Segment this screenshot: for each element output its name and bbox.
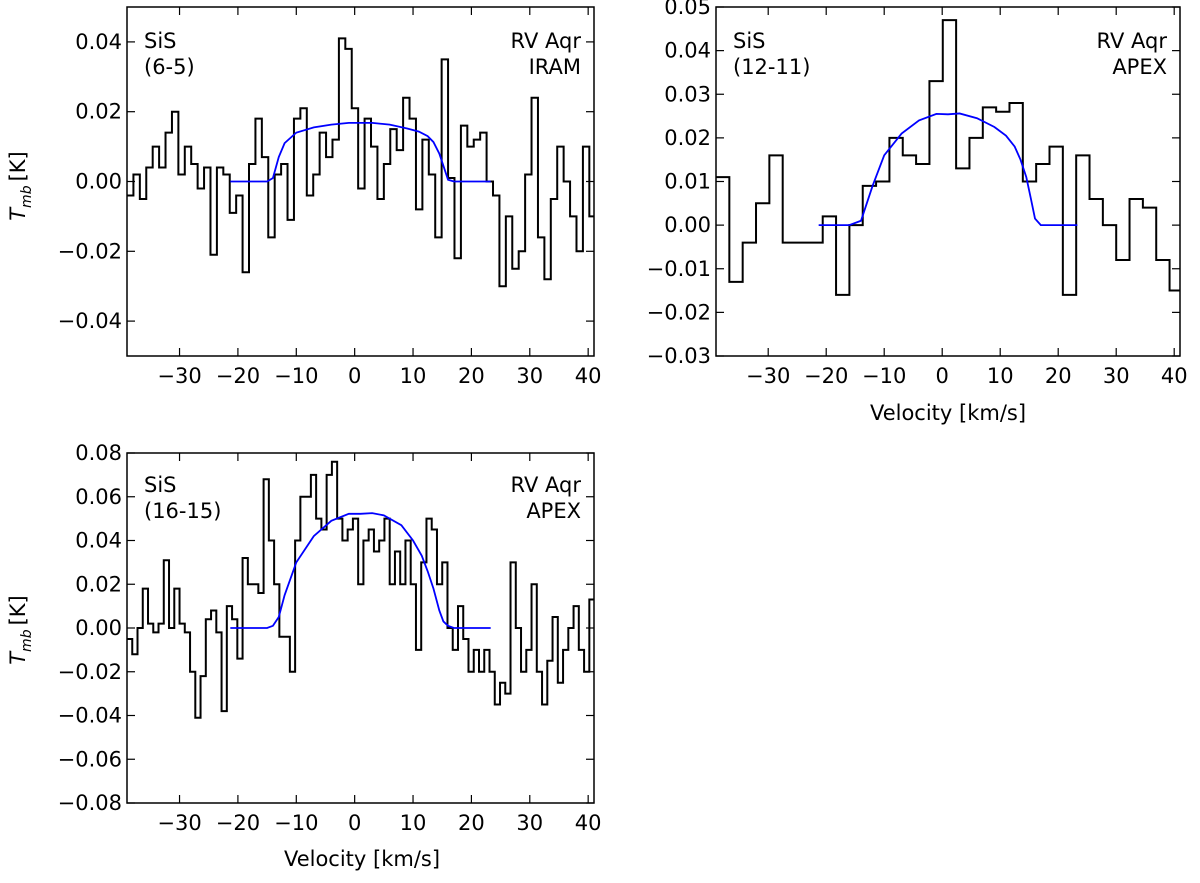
panel-0-ytick-label: 0.00 — [75, 170, 122, 194]
panel-2-y-axis-title: Tmb [K] — [6, 595, 35, 665]
panel-0-xtick-label: −20 — [216, 364, 260, 388]
panel-0-ylabel-subscript: mb — [19, 185, 35, 208]
panel-2-xtick-label: −30 — [157, 811, 201, 835]
panel-0-transition-label: (6-5) — [144, 55, 195, 79]
panel-1-ytick-label: 0.04 — [664, 39, 711, 63]
panel-2-ylabel-unit: [K] — [6, 595, 30, 625]
panel-1-xtick-label: −20 — [804, 364, 848, 388]
panel-1-spectrum-line — [716, 19, 1180, 296]
panel-0-plot-content — [127, 37, 594, 288]
panel-1-ytick-label: 0.05 — [664, 0, 711, 19]
panel-0-xtick-label: −30 — [157, 364, 201, 388]
panel-0-ytick-label: 0.02 — [75, 100, 122, 124]
panel-1-ytick-label: −0.02 — [647, 300, 711, 324]
panel-1-model-line — [818, 112, 1078, 227]
panel-0-spectrum-line — [127, 37, 594, 288]
panel-2-xtick-label: 30 — [516, 811, 543, 835]
panel-2-xtick-label: 40 — [575, 811, 602, 835]
panel-1-telescope-label: APEX — [1112, 55, 1167, 79]
panel-2-series-model — [230, 512, 491, 629]
panel-0-xtick-label: 30 — [516, 364, 543, 388]
panel-2-ytick-label: −0.08 — [58, 791, 122, 815]
panel-0-ytick-label: −0.04 — [58, 309, 122, 333]
panel-0-ylabel-unit: [K] — [6, 151, 30, 181]
panel-0-telescope-label: IRAM — [529, 55, 581, 79]
panel-1-ytick-label: 0.02 — [664, 126, 711, 150]
panel-sis-6-5: −30 −20 −10 0 10 20 30 40 −0.04 −0.02 0.00 0.02 0.04… — [6, 6, 602, 388]
panel-0-source-label: RV Aqr — [511, 29, 582, 53]
panel-2-ytick-label: −0.06 — [58, 747, 122, 771]
panel-0-xtick-label: 10 — [400, 364, 427, 388]
panel-2-ytick-label: 0.02 — [75, 572, 122, 596]
panel-1-series-model — [818, 112, 1078, 227]
panel-1-plot-content — [716, 19, 1180, 296]
panel-0-xtick-label: 0 — [348, 364, 361, 388]
panel-1-molecule-label: SiS — [733, 29, 766, 53]
panel-1-plot-area — [716, 19, 1180, 296]
svg-text:Tmb[K]: Tmb [K] — [6, 151, 35, 221]
panel-2-transition-label: (16-15) — [144, 499, 221, 523]
panel-2-plot-area — [127, 460, 594, 719]
panel-2-xtick-label: −20 — [216, 811, 260, 835]
panel-1-xtick-label: 20 — [1045, 364, 1072, 388]
panel-0-plot-area — [127, 37, 594, 288]
panel-2-x-axis-title: Velocity [km/s] — [284, 847, 440, 871]
panel-2-telescope-label: APEX — [526, 499, 581, 523]
panel-2-ytick-label: 0.06 — [75, 485, 122, 509]
panel-1-xtick-label: 40 — [1161, 364, 1188, 388]
panel-0-series-observed — [127, 37, 594, 288]
panel-0-ylabel-symbol: T — [6, 206, 30, 221]
panel-1-x-axis-title: Velocity [km/s] — [870, 401, 1026, 425]
panel-1-ytick-label: −0.01 — [647, 257, 711, 281]
panel-2-ytick-label: 0.08 — [75, 441, 122, 465]
panel-2-ytick-label: 0.04 — [75, 529, 122, 553]
panel-sis-16-15: −30 −20 −10 0 10 20 30 40 −0.08 −0.06 −0.04 −0.02 0.… — [6, 441, 602, 871]
panel-1-xtick-label: 10 — [987, 364, 1014, 388]
panel-2-xtick-label: 10 — [400, 811, 427, 835]
panel-2-xtick-label: 20 — [458, 811, 485, 835]
panel-2-ytick-label: −0.02 — [58, 660, 122, 684]
svg-text:Tmb[K]: Tmb [K] — [6, 595, 35, 665]
panel-1-ytick-label: −0.03 — [647, 344, 711, 368]
panel-0-ytick-label: −0.02 — [58, 239, 122, 263]
panel-2-ylabel-symbol: T — [6, 650, 30, 665]
panel-2-ytick-label: 0.00 — [75, 616, 122, 640]
panel-2-ylabel-subscript: mb — [19, 629, 35, 652]
panel-2-molecule-label: SiS — [144, 473, 177, 497]
panel-2-model-line — [230, 512, 491, 629]
panel-0-y-axis-title: Tmb [K] — [6, 151, 35, 221]
panel-sis-12-11: −30 −20 −10 0 10 20 30 40 −0.03 −0.02 −0.01 0.00 0.0… — [647, 0, 1188, 425]
panel-1-xtick-label: 0 — [936, 364, 949, 388]
panel-2-spectrum-line — [127, 460, 594, 719]
panel-2-plot-content — [127, 460, 594, 719]
panel-2-ytick-label: −0.04 — [58, 704, 122, 728]
panel-0-model-line — [230, 121, 491, 183]
panel-0-ticks: −30 −20 −10 0 10 20 30 40 −0.04 −0.02 0.00 0.02 0.04 — [58, 7, 602, 388]
panel-1-ytick-label: 0.00 — [664, 213, 711, 237]
panel-1-ytick-label: 0.03 — [664, 82, 711, 106]
panel-1-xtick-label: −10 — [862, 364, 906, 388]
panel-1-ytick-label: 0.01 — [664, 170, 711, 194]
panel-0-xtick-label: 40 — [575, 364, 602, 388]
panel-2-xtick-label: 0 — [348, 811, 361, 835]
panel-1-transition-label: (12-11) — [733, 55, 810, 79]
panel-2-xtick-label: −10 — [274, 811, 318, 835]
panel-1-xtick-label: −30 — [746, 364, 790, 388]
panel-1-source-label: RV Aqr — [1097, 29, 1168, 53]
panel-2-source-label: RV Aqr — [511, 473, 582, 497]
panel-0-xtick-label: 20 — [458, 364, 485, 388]
panel-0-series-model — [230, 121, 491, 183]
panel-1-xtick-label: 30 — [1103, 364, 1130, 388]
panel-0-molecule-label: SiS — [144, 29, 177, 53]
panel-1-series-observed — [716, 19, 1180, 296]
panel-1-ticks: −30 −20 −10 0 10 20 30 40 −0.03 −0.02 −0.01 0.00 0.0… — [647, 0, 1188, 388]
panel-2-series-observed — [127, 460, 594, 719]
panel-0-ytick-label: 0.04 — [75, 30, 122, 54]
panel-2-ticks: −30 −20 −10 0 10 20 30 40 −0.08 −0.06 −0.04 −0.02 0.… — [58, 441, 602, 835]
panel-0-xtick-label: −10 — [274, 364, 318, 388]
